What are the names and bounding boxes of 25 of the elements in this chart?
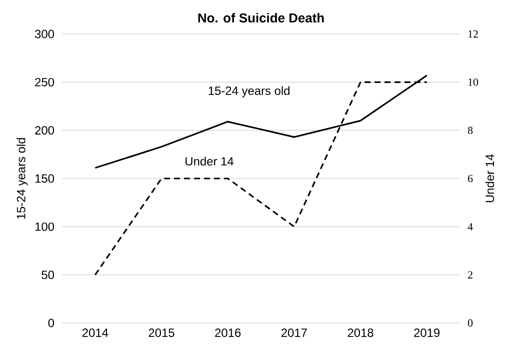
x-tick-label: 2015: [148, 328, 174, 337]
y2-tick-label: 8: [468, 126, 473, 134]
chart-title: No. of Suicide Death: [198, 12, 324, 22]
y2-tick-label: 0: [468, 319, 473, 327]
y2-tick-label: 12: [468, 30, 478, 38]
x-tick-label: 2017: [281, 328, 307, 337]
y-tick-label: 150: [35, 174, 54, 183]
y-tick-label: 50: [42, 270, 54, 280]
x-tick-label: 2014: [82, 328, 108, 337]
series-label: Under 14: [186, 156, 234, 166]
y2-tick-label: 6: [468, 174, 473, 182]
y2-tick-label: 10: [468, 78, 478, 86]
y2-tick-label: 4: [468, 223, 473, 230]
x-tick-label: 2016: [215, 328, 241, 337]
y2-axis-title: Under 14: [485, 154, 494, 202]
x-tick-label: 2018: [348, 328, 374, 337]
y-tick-label: 200: [35, 126, 54, 135]
y-tick-label: 250: [35, 78, 54, 86]
text: 15-24 years old: [208, 86, 290, 98]
y2-tick-label: 2: [468, 271, 472, 278]
x-tick-label: 2019: [414, 328, 440, 337]
y-tick-label: 300: [34, 30, 54, 38]
y-axis-title: 15-24 years old: [16, 138, 28, 219]
y-tick-label: 0: [48, 318, 54, 328]
y-tick-label: 100: [35, 222, 54, 231]
